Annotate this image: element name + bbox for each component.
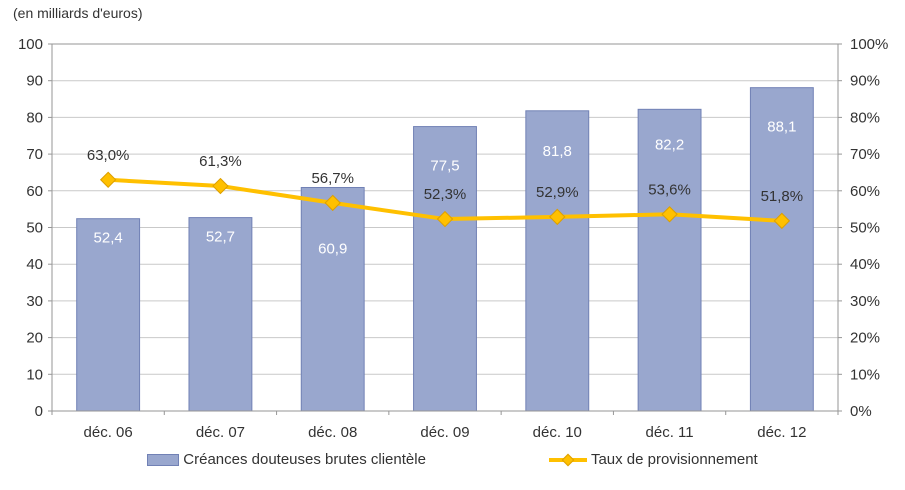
right-axis-label: 20% bbox=[850, 330, 880, 347]
legend-label-line: Taux de provisionnement bbox=[590, 451, 758, 468]
x-axis-label: déc. 07 bbox=[196, 424, 245, 441]
line-value-label: 61,3% bbox=[199, 153, 242, 170]
left-axis-label: 80 bbox=[26, 109, 43, 126]
line-value-label: 53,6% bbox=[648, 181, 691, 198]
right-axis-label: 60% bbox=[850, 183, 880, 200]
line-value-label: 63,0% bbox=[87, 147, 130, 164]
right-axis-label: 90% bbox=[850, 73, 880, 90]
bar-value-label: 52,7 bbox=[206, 229, 235, 246]
bar-value-label: 77,5 bbox=[430, 158, 459, 175]
line-value-label: 51,8% bbox=[761, 188, 804, 205]
diamond-marker-icon bbox=[436, 210, 454, 228]
bar bbox=[749, 87, 814, 412]
right-axis-label: 0% bbox=[850, 403, 872, 420]
diamond-marker-icon bbox=[661, 206, 678, 223]
bar bbox=[76, 218, 141, 412]
x-axis-label: déc. 12 bbox=[757, 424, 806, 441]
x-axis-label: déc. 11 bbox=[646, 424, 694, 441]
line-value-label: 52,9% bbox=[536, 184, 579, 201]
diamond-marker-icon bbox=[773, 212, 791, 230]
bar-value-label: 82,2 bbox=[655, 136, 684, 153]
left-axis-label: 20 bbox=[26, 330, 43, 347]
line-series-swatch-icon bbox=[548, 453, 587, 466]
left-axis-label: 100 bbox=[18, 36, 43, 53]
right-axis-label: 40% bbox=[850, 256, 880, 273]
line-value-label: 52,3% bbox=[424, 186, 467, 203]
left-axis-label: 40 bbox=[26, 256, 43, 273]
legend-label-bars: Créances douteuses brutes clientèle bbox=[183, 451, 426, 468]
bar-value-label: 52,4 bbox=[94, 230, 123, 247]
diamond-marker-icon bbox=[212, 177, 229, 195]
right-axis-label: 50% bbox=[850, 220, 880, 237]
right-axis-label: 100% bbox=[850, 36, 888, 53]
left-axis-label: 30 bbox=[26, 293, 43, 310]
x-axis-label: déc. 06 bbox=[84, 424, 133, 441]
bar bbox=[188, 217, 253, 412]
diamond-marker-icon bbox=[561, 453, 575, 466]
bar bbox=[413, 126, 477, 412]
bar bbox=[300, 186, 365, 412]
bar bbox=[637, 108, 702, 412]
bar-value-label: 81,8 bbox=[543, 143, 572, 160]
line-value-label: 56,7% bbox=[311, 170, 354, 187]
right-axis-label: 70% bbox=[850, 146, 880, 163]
left-axis-label: 0 bbox=[35, 403, 43, 420]
right-axis-label: 80% bbox=[850, 109, 880, 126]
diamond-marker-icon bbox=[549, 208, 566, 226]
left-axis-label: 90 bbox=[26, 73, 43, 90]
legend-item-bars: Créances douteuses brutes clientèle bbox=[147, 451, 426, 468]
left-axis-label: 60 bbox=[26, 183, 43, 200]
left-axis-label: 70 bbox=[26, 146, 43, 163]
bar bbox=[525, 110, 590, 412]
diamond-marker-icon bbox=[324, 194, 341, 212]
right-axis-label: 30% bbox=[850, 293, 880, 310]
chart-title: (en milliards d'euros) bbox=[13, 5, 143, 21]
x-axis-label: déc. 09 bbox=[420, 424, 469, 441]
left-axis-label: 10 bbox=[26, 366, 43, 383]
right-axis-label: 10% bbox=[850, 366, 880, 383]
chart-canvas: 0 0% 10 10% 20 20% 30 30% 40 40% 50 50% 60 60% 70 70% 80… bbox=[18, 36, 888, 441]
left-axis-label: 50 bbox=[26, 220, 43, 237]
legend-item-line: Taux de provisionnement bbox=[548, 451, 758, 468]
bar-value-label: 60,9 bbox=[318, 240, 347, 257]
bar-value-label: 88,1 bbox=[767, 119, 796, 136]
bar-series-swatch-icon bbox=[147, 453, 180, 466]
chart-legend: Créances douteuses brutes clientèle Taux… bbox=[0, 451, 905, 468]
x-axis-label: déc. 10 bbox=[533, 424, 582, 441]
plot-border bbox=[51, 43, 839, 412]
diamond-marker-icon bbox=[99, 171, 117, 188]
x-axis-label: déc. 08 bbox=[308, 424, 357, 441]
